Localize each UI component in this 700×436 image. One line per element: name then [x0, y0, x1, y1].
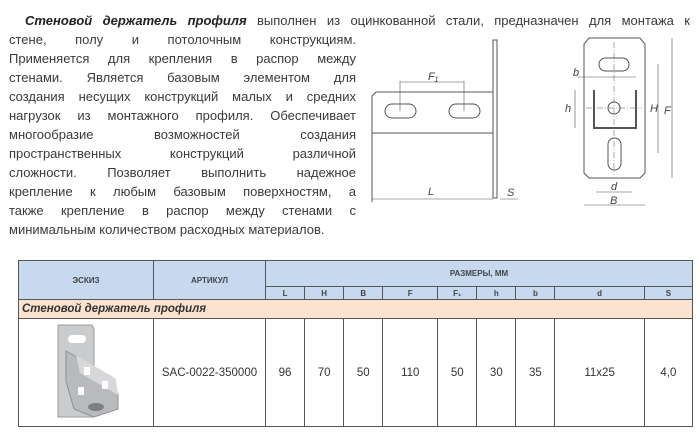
description-line: нагрузок из монтажного профиля. Обеспечи…	[9, 108, 356, 123]
product-photo	[18, 318, 154, 427]
dim-header: L	[264, 286, 306, 300]
label-F1: F₁	[428, 71, 439, 83]
description-line: пространственных конструкций различной	[9, 146, 356, 161]
description-line: стенами. Является базовым элементом для	[9, 70, 356, 85]
label-L: L	[428, 186, 434, 198]
label-S: S	[507, 187, 515, 199]
description-line: сложности. Позволяет выполнить надежное	[9, 165, 356, 180]
description-line: минимальным количеством расходных матери…	[9, 222, 325, 237]
label-B: B	[610, 195, 617, 207]
specifications-table: ЭСКИЗ АРТИКУЛ РАЗМЕРЫ, ММ L H B F F₁ h b…	[18, 260, 694, 427]
dim-header: F	[382, 286, 439, 300]
table-row: SAC-0022-350000 96 70 50 110 50 30 35 11…	[18, 318, 694, 427]
description-line: крепление к любым базовым поверхностям, …	[9, 184, 356, 199]
label-b: b	[573, 67, 579, 79]
bracket-photo	[57, 324, 119, 418]
value-cell: 70	[304, 318, 345, 427]
technical-drawing: F₁ L S b h H F d B	[371, 37, 673, 207]
value-cell: 35	[515, 318, 556, 427]
header-dimensions: РАЗМЕРЫ, ММ	[265, 260, 693, 287]
front-view: b h H F d B	[565, 37, 673, 207]
description-line: стене, полу и потолочным конструкциям.	[9, 32, 356, 47]
label-H: H	[650, 103, 658, 115]
value-cell: 30	[476, 318, 517, 427]
dim-header: H	[304, 286, 345, 300]
dim-header: B	[343, 286, 384, 300]
article-cell: SAC-0022-350000	[153, 318, 266, 427]
dim-header: S	[643, 286, 694, 300]
dim-header: F₁	[437, 286, 478, 300]
description-line: многообразие возможностей создания	[9, 127, 356, 142]
label-F: F	[664, 105, 672, 117]
header-sketch: ЭСКИЗ	[18, 260, 154, 300]
label-h: h	[565, 103, 571, 115]
value-cell: 4,0	[643, 318, 694, 427]
description-line: также крепление в распор между стенами с	[9, 203, 356, 218]
dim-header: d	[554, 286, 645, 300]
value-cell: 50	[437, 318, 478, 427]
description-line: Применяется для крепления в распор между	[9, 51, 356, 66]
value-cell: 50	[343, 318, 384, 427]
dim-header: h	[476, 286, 517, 300]
description-line: создания несущих конструкций малых и сре…	[9, 89, 356, 104]
section-title: Стеновой держатель профиля	[18, 299, 693, 319]
product-description: Стеновой держатель профиля выполнен из о…	[9, 11, 690, 239]
value-cell: 96	[264, 318, 306, 427]
side-view: F₁ L S	[371, 39, 518, 202]
header-article: АРТИКУЛ	[153, 260, 266, 300]
value-cell: 11x25	[554, 318, 645, 427]
value-cell: 110	[382, 318, 439, 427]
label-d: d	[611, 181, 618, 193]
dim-header: b	[515, 286, 556, 300]
product-title: Стеновой держатель профиля	[25, 13, 247, 28]
description-first-line: Стеновой держатель профиля выполнен из о…	[25, 13, 690, 28]
